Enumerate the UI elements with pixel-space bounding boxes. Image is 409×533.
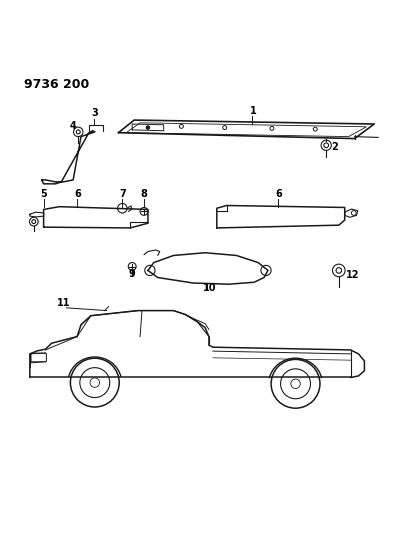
Text: 6: 6 bbox=[74, 189, 81, 199]
Text: 10: 10 bbox=[202, 283, 216, 293]
Text: 7: 7 bbox=[119, 189, 126, 199]
Text: 9: 9 bbox=[128, 269, 135, 279]
Text: 1: 1 bbox=[249, 106, 256, 116]
Text: 6: 6 bbox=[274, 189, 281, 199]
Text: 3: 3 bbox=[92, 108, 98, 118]
Text: 8: 8 bbox=[141, 189, 147, 199]
Text: 9736 200: 9736 200 bbox=[24, 78, 89, 91]
Text: 11: 11 bbox=[57, 298, 71, 308]
Text: 12: 12 bbox=[345, 270, 359, 280]
Text: 4: 4 bbox=[69, 120, 76, 131]
Text: 5: 5 bbox=[40, 189, 47, 199]
Text: 2: 2 bbox=[330, 142, 337, 152]
Circle shape bbox=[146, 126, 149, 129]
